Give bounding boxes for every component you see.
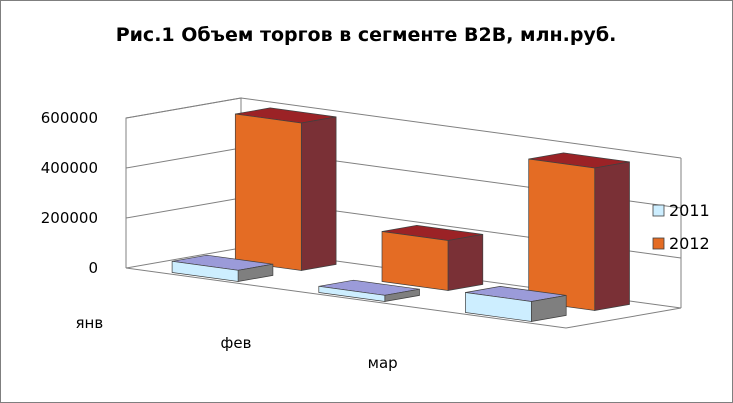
bar-front [528, 158, 596, 311]
bars [171, 107, 630, 322]
x-tick-label: фев [221, 334, 252, 352]
bar-front [234, 113, 302, 271]
bar-2012-фев [381, 225, 484, 291]
legend-swatch-2012 [652, 237, 665, 250]
y-tick-label: 600000 [41, 109, 98, 127]
bar-front [381, 231, 449, 291]
x-tick-label: мар [368, 354, 398, 372]
y-tick-label: 200000 [41, 209, 98, 227]
legend-label-2012: 2012 [669, 234, 710, 253]
legend-swatch-2011 [652, 204, 665, 217]
y-axis: 0 200000 400000 600000 [41, 109, 98, 277]
bar-side [594, 161, 630, 311]
x-axis: янв фев мар [75, 314, 397, 372]
bar-front [318, 285, 386, 302]
legend: 2011 2012 [652, 201, 710, 253]
chart-title: Рис.1 Объем торгов в сегменте B2B, млн.р… [116, 24, 617, 46]
bar-side [300, 116, 337, 271]
bar-2011-фев [318, 279, 420, 302]
bar-front [465, 292, 532, 322]
bar-2012-мар [528, 152, 630, 311]
legend-label-2011: 2011 [669, 201, 710, 220]
side-wall [125, 97, 242, 268]
bar-2011-мар [465, 286, 567, 322]
gridline [125, 97, 682, 159]
y-tick-label: 400000 [41, 159, 98, 177]
y-tick-label: 0 [88, 259, 98, 277]
bar-2011-янв [171, 254, 274, 282]
bar-side [447, 233, 484, 291]
x-tick-label: янв [75, 314, 103, 332]
bar-front [171, 260, 239, 282]
bar-2012-янв [234, 107, 337, 271]
